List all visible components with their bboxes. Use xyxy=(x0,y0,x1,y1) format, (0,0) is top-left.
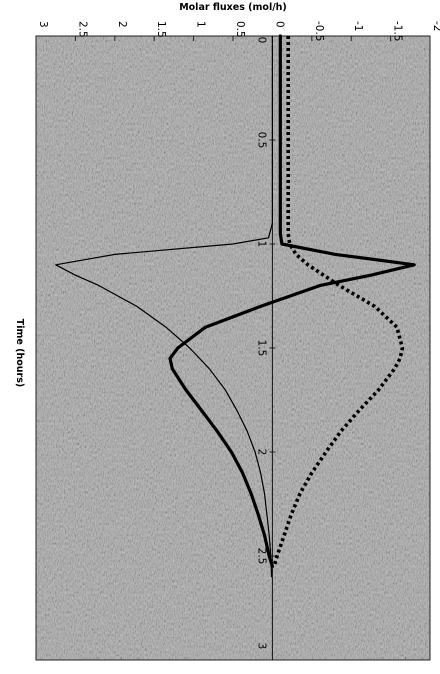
flux-tick-label: 0 xyxy=(273,21,285,28)
time-tick-label: 2.5 xyxy=(255,548,267,565)
time-axis-title: Time (hours) xyxy=(14,319,25,387)
time-tick-label: 0 xyxy=(255,37,267,44)
flux-tick-label: 1 xyxy=(195,21,207,28)
flux-axis-title: Molar fluxes (mol/h) xyxy=(179,2,287,13)
flux-tick-label: -0.5 xyxy=(313,21,325,42)
flux-tick-label: 2.5 xyxy=(76,21,88,38)
flux-tick-label: 3 xyxy=(37,21,49,28)
flux-tick-label: 0.5 xyxy=(234,21,246,38)
flux-tick-label: 2 xyxy=(116,21,128,28)
plot-area xyxy=(36,36,430,660)
series-group xyxy=(55,34,416,578)
time-tick-label: 1 xyxy=(255,241,267,248)
time-tick-label: 2 xyxy=(255,449,267,456)
flux-tick-label: -1.5 xyxy=(392,21,404,42)
time-tick-label: 0.5 xyxy=(255,132,267,149)
series-line-thick xyxy=(168,34,416,569)
series-line-thin xyxy=(55,35,273,578)
flux-tick-label: 1.5 xyxy=(155,21,167,38)
flux-tick-label: -1 xyxy=(352,21,364,31)
flux-tick-label: -2 xyxy=(431,21,440,31)
time-tick-label: 1.5 xyxy=(255,340,267,357)
time-tick-label: 3 xyxy=(255,643,267,650)
